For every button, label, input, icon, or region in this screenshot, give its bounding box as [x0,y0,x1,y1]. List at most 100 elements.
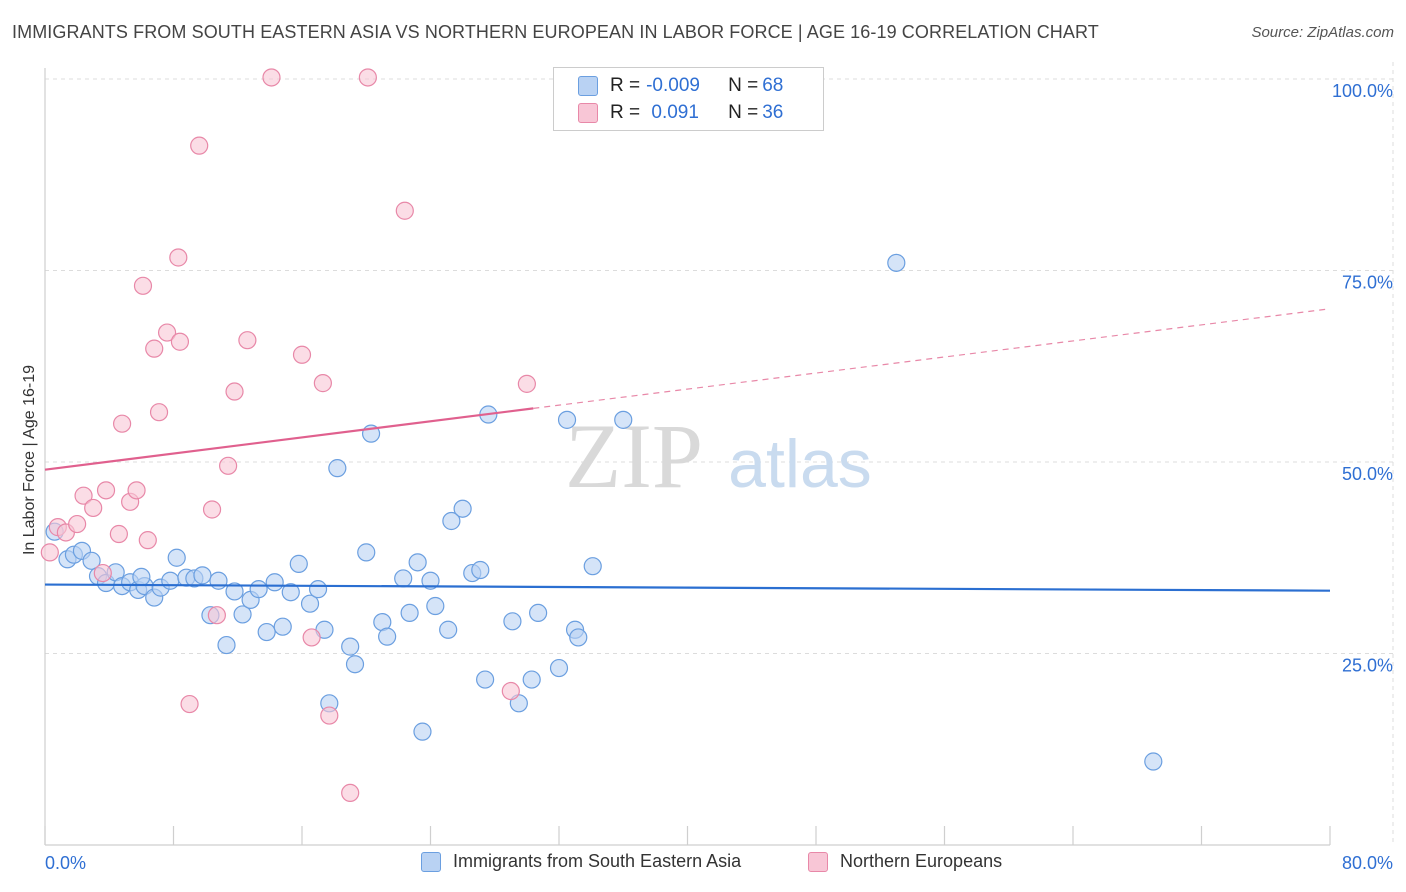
point-asia [1144,752,1163,771]
series-label-northern: Northern Europeans [840,851,1003,871]
point-northern [84,498,103,518]
point-asia [167,548,186,567]
point-asia [225,582,244,601]
chart-title: IMMIGRANTS FROM SOUTH EASTERN ASIA VS NO… [12,22,1099,42]
point-asia [476,670,495,689]
legend-n-value: 36 [762,102,784,123]
legend-r-label: R = [610,75,641,96]
point-asia [549,658,569,678]
point-asia [308,580,328,599]
point-northern [313,374,332,393]
legend-row-northern: R = 0.091 N = 36 [578,101,783,125]
point-asia [273,617,292,636]
points-layer [40,68,1163,803]
legend-n-label: N = [728,102,759,123]
legend-r-label: R = [610,102,641,123]
series-label-asia: Immigrants from South Eastern Asia [453,851,742,871]
legend-swatch-northern [578,103,598,123]
series-legend-item-asia[interactable]: Immigrants from South Eastern Asia [421,851,741,872]
point-northern [170,332,190,351]
point-asia [328,459,347,478]
point-asia [614,410,633,429]
point-asia [421,571,440,590]
point-northern [157,323,177,342]
tick-labels-layer: 25.0% 50.0% 75.0% 100.0% 0.0% 80.0% [45,81,1393,873]
legend-row-asia: R = -0.009 N = 68 [578,74,783,98]
point-northern [133,276,153,295]
point-asia [300,594,320,613]
point-northern [202,500,222,519]
point-northern [169,248,188,267]
point-asia [289,554,308,573]
legend-n-label: N = [728,75,759,96]
point-asia [345,655,365,674]
legend-r-value: 0.091 [646,102,699,123]
x-tick-label: 80.0% [1342,853,1393,873]
point-northern [68,514,87,534]
point-asia [400,603,419,623]
point-asia [217,635,236,655]
point-asia [82,551,101,570]
point-asia [341,637,360,656]
point-asia [161,571,180,590]
point-northern [190,136,209,155]
point-northern [207,606,226,625]
point-northern [138,531,157,550]
point-asia [439,620,458,639]
point-northern [93,563,112,583]
trend-line-northern [44,407,534,471]
point-northern [501,681,520,701]
point-northern [74,486,93,505]
point-northern [395,201,414,220]
series-legend-item-northern[interactable]: Northern Europeans [808,851,1002,872]
point-asia [887,253,906,272]
point-northern [112,414,132,433]
point-northern [149,403,169,422]
point-asia [583,557,602,576]
point-asia [442,511,461,531]
point-asia [233,605,252,624]
point-asia [394,569,413,588]
legend-n-value: 68 [762,75,784,96]
point-northern [341,783,360,803]
point-northern [517,374,536,393]
watermark-atlas: atlas [728,426,872,502]
trend-line-asia [44,583,1331,592]
point-northern [320,706,339,725]
point-asia [413,722,432,741]
series-swatch-northern [808,851,828,872]
y-tick-label: 25.0% [1342,656,1393,676]
point-asia [249,580,268,599]
point-asia [132,567,151,587]
point-asia [569,628,588,647]
point-asia [378,627,397,646]
point-asia [408,553,427,572]
y-tick-label: 75.0% [1342,273,1393,293]
point-asia [209,571,228,590]
point-asia [529,603,548,623]
y-tick-label: 100.0% [1332,81,1393,101]
point-northern [302,628,321,647]
series-swatch-asia [421,851,441,872]
point-asia [257,622,276,642]
axes-layer [44,68,1331,846]
source-label: Source: ZipAtlas.com [1251,24,1394,41]
point-northern [127,481,146,500]
point-asia [265,573,284,592]
point-northern [358,68,377,87]
grid-layer [45,62,1394,845]
point-northern [219,456,238,475]
trend-line-northern-extension [533,308,1331,409]
trend-layer [44,308,1331,592]
point-asia [453,499,472,518]
point-northern [262,68,281,87]
series-legend: Immigrants from South Eastern Asia North… [0,851,1406,877]
y-tick-label: 50.0% [1342,464,1393,484]
point-asia [503,612,522,631]
watermark: ZIP atlas [565,405,872,507]
point-asia [357,543,376,562]
watermark-zip: ZIP [565,405,703,507]
point-asia [557,410,577,429]
point-northern [292,345,312,364]
